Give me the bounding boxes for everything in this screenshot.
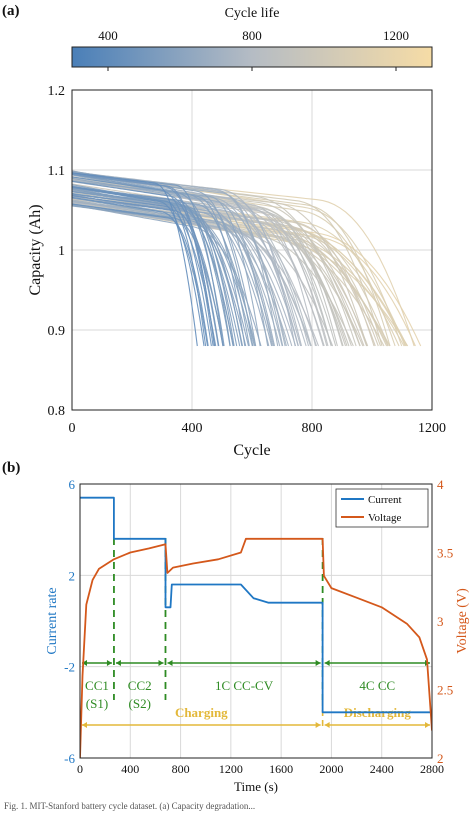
x-tick-label: 1600 (269, 762, 293, 776)
capacity-curve (72, 199, 283, 347)
y-left-tick-label: 2 (69, 568, 76, 583)
capacity-curve (72, 172, 198, 347)
segment-label: CC2 (128, 678, 152, 693)
segment-label: CC1 (85, 678, 109, 693)
legend-box (335, 488, 429, 528)
x-tick-label: 800 (172, 762, 190, 776)
panel-a-xlabel: Cycle (233, 442, 270, 459)
panel-b-ylabel-left: Current rate (45, 587, 60, 654)
x-tick-label: 2800 (420, 762, 444, 776)
y-right-tick-label: 2.5 (437, 683, 453, 698)
figure-caption: Fig. 1. MIT-Stanford battery cycle datas… (4, 801, 255, 811)
x-tick-label: 800 (302, 421, 323, 436)
panel-b-xlabel: Time (s) (234, 779, 278, 794)
x-tick-label: 0 (77, 762, 83, 776)
colorbar-tick-label: 800 (242, 28, 262, 43)
y-tick-label: 0.9 (48, 324, 66, 339)
y-right-tick-label: 3 (437, 614, 444, 629)
arrow-head (106, 660, 112, 666)
current-series-line (80, 496, 432, 714)
x-tick-label: 1200 (418, 421, 446, 436)
legend-voltage-label: Voltage (368, 512, 402, 524)
capacity-curve (72, 183, 365, 347)
y-left-tick-label: -2 (64, 660, 75, 675)
capacity-curve (72, 203, 209, 347)
x-tick-label: 0 (69, 421, 76, 436)
colorbar-tick-label: 400 (98, 28, 118, 43)
capacity-curve (72, 173, 219, 347)
panel-b-axes (79, 483, 433, 759)
panel-a-grid (72, 90, 432, 410)
y-right-tick-label: 2 (437, 751, 444, 766)
capacity-curve (72, 196, 209, 347)
y-tick-label: 1.2 (48, 84, 66, 99)
panel-a-capacity-curves (72, 170, 422, 347)
capacity-curve (72, 196, 253, 347)
panel-b-series (80, 496, 432, 758)
legend-current-label: Current (368, 494, 402, 506)
voltage-series-line (80, 537, 432, 758)
y-tick-label: 1 (58, 244, 65, 259)
capacity-curve (72, 174, 269, 347)
segment-sublabel: (S2) (129, 696, 151, 711)
x-tick-label: 2000 (319, 762, 343, 776)
capacity-curve (72, 176, 212, 347)
y-left-tick-label: 6 (69, 477, 76, 492)
arrow-head (425, 722, 430, 728)
panel-a-ylabel: Capacity (Ah) (27, 204, 44, 295)
segment-label: 1C CC-CV (215, 678, 274, 693)
arrow-head (167, 660, 173, 666)
y-left-tick-label: -6 (64, 751, 75, 766)
segment-sublabel: (S1) (86, 696, 108, 711)
arrow-head (158, 660, 164, 666)
capacity-curve (72, 186, 205, 347)
panel-a-label: (a) (2, 3, 20, 19)
capacity-curve (72, 180, 214, 347)
colorbar (71, 46, 433, 68)
arrow-head (324, 722, 330, 728)
arrow-head (115, 660, 121, 666)
y-right-tick-label: 3.5 (437, 546, 453, 561)
arrow-head (324, 660, 330, 666)
x-tick-label: 400 (182, 421, 203, 436)
panel-b-tick-labels: 0 400 800 1200 1600 2000 2400 2800 -6 -2 2 6 2 2.5 3 3.… (64, 477, 453, 776)
panel-a-axes (71, 89, 433, 411)
arrow-head (315, 722, 321, 728)
x-tick-label: 1200 (219, 762, 243, 776)
arrow-head (82, 660, 87, 666)
legend: Current Voltage (335, 488, 429, 528)
colorbar-label: Cycle life (225, 6, 280, 21)
x-tick-label: 2400 (370, 762, 394, 776)
capacity-curve (72, 188, 231, 347)
panel-a-tick-labels: 0 400 800 1200 0.8 0.9 1 1.1 1.2 (48, 84, 447, 436)
x-tick-label: 400 (121, 762, 139, 776)
panel-b-label: (b) (2, 460, 20, 476)
colorbar-tick-label: 1200 (383, 28, 409, 43)
capacity-curve (72, 177, 257, 347)
arrow-head (82, 722, 87, 728)
phase-label: Charging (175, 705, 228, 720)
y-tick-label: 1.1 (48, 164, 66, 179)
arrow-head (315, 660, 321, 666)
colorbar-tick-labels: 400 800 1200 (98, 28, 409, 71)
y-tick-label: 0.8 (48, 404, 66, 419)
capacity-curve (72, 172, 216, 347)
panel-b-ylabel-right: Voltage (V) (455, 588, 470, 654)
y-right-tick-label: 4 (437, 477, 444, 492)
segment-label: 4C CC (359, 678, 395, 693)
